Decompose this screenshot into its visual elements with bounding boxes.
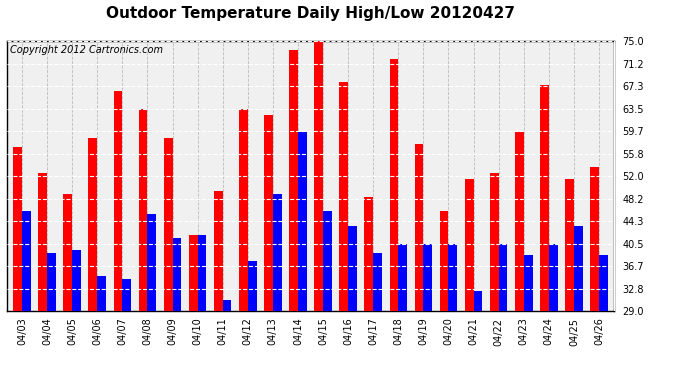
Bar (13, 147, 22, 311)
Bar (590, 168, 599, 311)
Bar (565, 179, 574, 311)
Bar (390, 59, 398, 311)
Bar (424, 244, 432, 311)
Bar (248, 261, 257, 311)
Bar (47, 252, 56, 311)
Text: Copyright 2012 Cartronics.com: Copyright 2012 Cartronics.com (10, 45, 163, 55)
Bar (197, 235, 206, 311)
Bar (373, 252, 382, 311)
Bar (88, 138, 97, 311)
Bar (339, 82, 348, 311)
Bar (540, 85, 549, 311)
Bar (465, 179, 473, 311)
Bar (148, 214, 156, 311)
Bar (440, 211, 449, 311)
Bar (172, 238, 181, 311)
Bar (164, 138, 172, 311)
Bar (214, 191, 223, 311)
Bar (63, 194, 72, 311)
Bar (364, 197, 373, 311)
Bar (323, 211, 332, 311)
Bar (298, 132, 307, 311)
Bar (289, 50, 298, 311)
Text: Outdoor Temperature Daily High/Low 20120427: Outdoor Temperature Daily High/Low 20120… (106, 6, 515, 21)
Bar (273, 194, 282, 311)
Bar (574, 226, 583, 311)
Bar (97, 276, 106, 311)
Bar (599, 255, 608, 311)
Bar (549, 244, 558, 311)
Bar (189, 235, 197, 311)
Bar (314, 41, 323, 311)
Bar (139, 109, 148, 311)
Bar (415, 144, 424, 311)
Bar (490, 173, 499, 311)
Bar (515, 132, 524, 311)
Bar (524, 255, 533, 311)
Bar (348, 226, 357, 311)
Bar (22, 211, 31, 311)
Bar (264, 115, 273, 311)
Bar (72, 250, 81, 311)
Bar (223, 300, 231, 311)
Bar (448, 244, 457, 311)
Bar (499, 244, 507, 311)
Bar (38, 173, 47, 311)
Bar (122, 279, 131, 311)
Bar (398, 244, 407, 311)
Bar (473, 291, 482, 311)
Bar (239, 109, 248, 311)
Bar (114, 91, 122, 311)
